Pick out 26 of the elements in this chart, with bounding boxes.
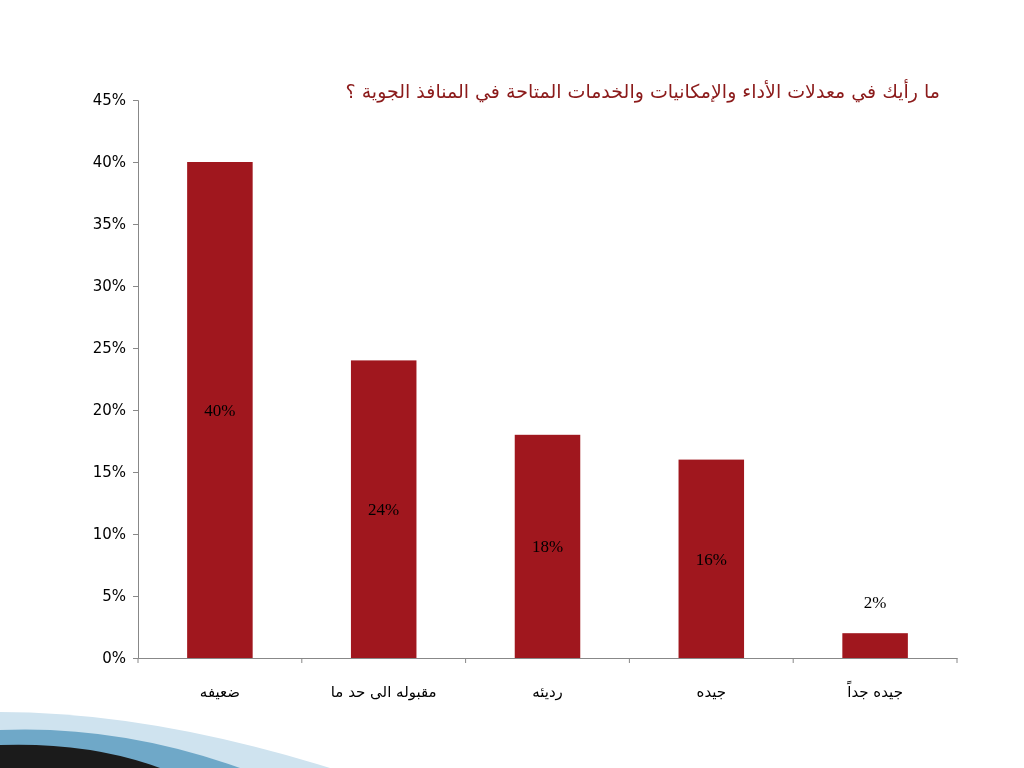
bar bbox=[187, 162, 253, 658]
bar bbox=[678, 459, 745, 658]
y-tick-label: 15% bbox=[92, 463, 126, 482]
y-tick-label: 45% bbox=[92, 91, 126, 110]
data-label: 16% bbox=[695, 549, 727, 569]
bar bbox=[350, 360, 417, 658]
data-label: 40% bbox=[204, 401, 236, 420]
x-tick-label: ضعيفه bbox=[199, 682, 240, 701]
x-tick-label: جيده جداً bbox=[846, 680, 903, 701]
y-tick-label: 5% bbox=[102, 587, 126, 606]
bar bbox=[842, 633, 908, 658]
y-tick-label: 30% bbox=[92, 277, 126, 296]
data-label: 2% bbox=[863, 593, 887, 613]
y-tick-label: 10% bbox=[92, 525, 126, 544]
bar bbox=[514, 434, 581, 658]
x-tick-label: رديئه bbox=[532, 682, 563, 701]
y-tick-label: 40% bbox=[92, 153, 126, 172]
x-tick-label: جيده bbox=[696, 682, 727, 701]
chart-title: ما رأيك في معدلات الأداء والإمكانيات والخدمات المتاحة في المنافذ الجوية ؟ bbox=[345, 79, 940, 103]
data-label: 18% bbox=[531, 537, 564, 557]
x-tick-label: مقبوله الى حد ما bbox=[330, 682, 437, 701]
y-tick-label: 35% bbox=[92, 215, 126, 234]
y-tick-label: 25% bbox=[92, 339, 126, 358]
data-label: 24% bbox=[368, 500, 400, 520]
y-tick-label: 20% bbox=[92, 401, 126, 420]
y-tick-label: 0% bbox=[102, 649, 126, 668]
